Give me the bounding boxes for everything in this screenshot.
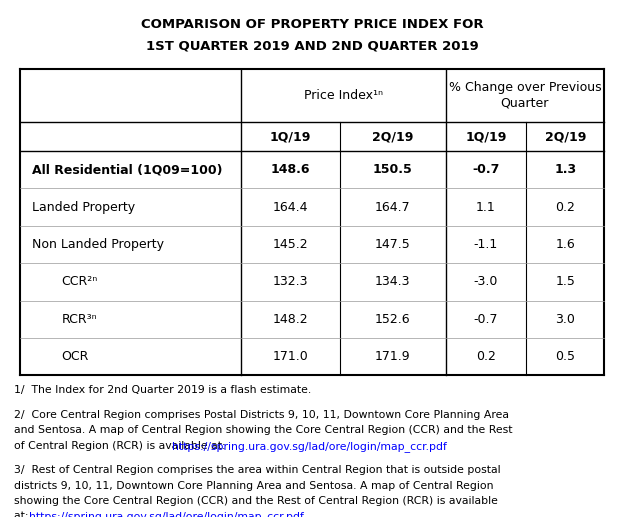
Text: https://spring.ura.gov.sg/lad/ore/login/map_ccr.pdf: https://spring.ura.gov.sg/lad/ore/login/…: [29, 511, 304, 517]
Text: Landed Property: Landed Property: [33, 201, 136, 214]
Text: showing the Core Central Region (CCR) and the Rest of Central Region (RCR) is av: showing the Core Central Region (CCR) an…: [14, 496, 498, 506]
Text: 171.9: 171.9: [375, 350, 411, 363]
Text: districts 9, 10, 11, Downtown Core Planning Area and Sentosa. A map of Central R: districts 9, 10, 11, Downtown Core Plann…: [14, 480, 493, 491]
Text: 2Q/19: 2Q/19: [372, 130, 413, 143]
Text: 171.0: 171.0: [272, 350, 308, 363]
Text: 1.5: 1.5: [555, 276, 575, 288]
Text: and Sentosa. A map of Central Region showing the Core Central Region (CCR) and t: and Sentosa. A map of Central Region sho…: [14, 425, 512, 435]
Text: COMPARISON OF PROPERTY PRICE INDEX FOR: COMPARISON OF PROPERTY PRICE INDEX FOR: [141, 18, 484, 31]
Text: 152.6: 152.6: [375, 313, 411, 326]
Text: -1.1: -1.1: [474, 238, 498, 251]
Text: 164.4: 164.4: [272, 201, 308, 214]
Text: -3.0: -3.0: [474, 276, 498, 288]
Text: RCR³ⁿ: RCR³ⁿ: [62, 313, 97, 326]
Text: 148.6: 148.6: [271, 163, 310, 176]
Text: 150.5: 150.5: [373, 163, 413, 176]
Text: 3.0: 3.0: [555, 313, 575, 326]
Text: 0.2: 0.2: [555, 201, 575, 214]
Text: 1.3: 1.3: [554, 163, 576, 176]
Text: % Change over Previous
Quarter: % Change over Previous Quarter: [449, 82, 601, 110]
Text: 148.2: 148.2: [272, 313, 308, 326]
Text: -0.7: -0.7: [472, 163, 500, 176]
Text: 0.5: 0.5: [555, 350, 575, 363]
Text: 1/  The Index for 2nd Quarter 2019 is a flash estimate.: 1/ The Index for 2nd Quarter 2019 is a f…: [14, 386, 311, 396]
Text: 0.2: 0.2: [476, 350, 496, 363]
Text: at:: at:: [14, 511, 32, 517]
Text: 1Q/19: 1Q/19: [465, 130, 507, 143]
Text: 2/  Core Central Region comprises Postal Districts 9, 10, 11, Downtown Core Plan: 2/ Core Central Region comprises Postal …: [14, 410, 509, 420]
Text: 145.2: 145.2: [272, 238, 308, 251]
Text: -0.7: -0.7: [474, 313, 498, 326]
Text: https://spring.ura.gov.sg/lad/ore/login/map_ccr.pdf: https://spring.ura.gov.sg/lad/ore/login/…: [172, 440, 447, 451]
Text: 2Q/19: 2Q/19: [544, 130, 586, 143]
Text: of Central Region (RCR) is available at:: of Central Region (RCR) is available at:: [14, 440, 229, 451]
Text: 134.3: 134.3: [375, 276, 410, 288]
Text: 132.3: 132.3: [272, 276, 308, 288]
Text: All Residential (1Q09=100): All Residential (1Q09=100): [33, 163, 223, 176]
Text: 3/  Rest of Central Region comprises the area within Central Region that is outs: 3/ Rest of Central Region comprises the …: [14, 465, 500, 475]
Text: CCR²ⁿ: CCR²ⁿ: [62, 276, 98, 288]
Text: 1ST QUARTER 2019 AND 2ND QUARTER 2019: 1ST QUARTER 2019 AND 2ND QUARTER 2019: [145, 40, 478, 53]
Text: Non Landed Property: Non Landed Property: [33, 238, 165, 251]
Text: 164.7: 164.7: [375, 201, 411, 214]
Text: 1.6: 1.6: [555, 238, 575, 251]
Text: 147.5: 147.5: [375, 238, 411, 251]
Text: 1Q/19: 1Q/19: [270, 130, 311, 143]
Text: Price Index¹ⁿ: Price Index¹ⁿ: [304, 89, 383, 102]
Text: OCR: OCR: [62, 350, 89, 363]
Text: 1.1: 1.1: [476, 201, 496, 214]
